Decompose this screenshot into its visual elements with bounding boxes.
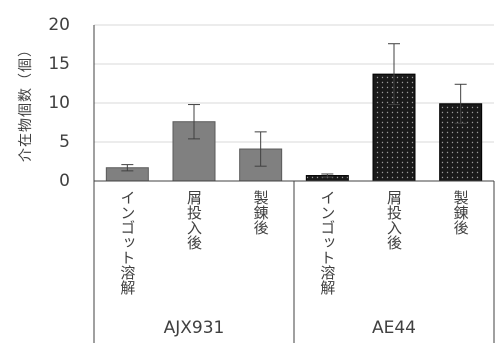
- category-label: 製錬後: [252, 190, 270, 235]
- y-tick-label: 20: [48, 15, 70, 35]
- category-label: インゴット溶解: [318, 190, 336, 295]
- y-tick-label: 15: [48, 54, 70, 74]
- group-label: AE44: [372, 318, 416, 338]
- y-axis-label: 介在物個数（個）: [18, 42, 34, 162]
- group-labels: AJX931 AE44: [164, 318, 416, 338]
- y-tick-label: 10: [48, 93, 70, 113]
- gridlines: [94, 24, 494, 143]
- error-bars: [121, 43, 467, 178]
- bars: [105, 73, 483, 182]
- y-tick-label: 5: [59, 132, 70, 152]
- y-axis-ticks: 0 5 10 15 20: [48, 15, 70, 191]
- axes: [93, 25, 495, 343]
- group-label: AJX931: [164, 318, 225, 338]
- category-labels: インゴット溶解 屑投入後 製錬後 インゴット溶解 屑投入後 製錬後: [118, 190, 469, 295]
- category-label: 屑投入後: [385, 190, 403, 250]
- category-label: インゴット溶解: [118, 190, 136, 295]
- category-label: 屑投入後: [185, 190, 203, 250]
- category-label: 製錬後: [452, 190, 470, 235]
- y-tick-label: 0: [59, 171, 70, 191]
